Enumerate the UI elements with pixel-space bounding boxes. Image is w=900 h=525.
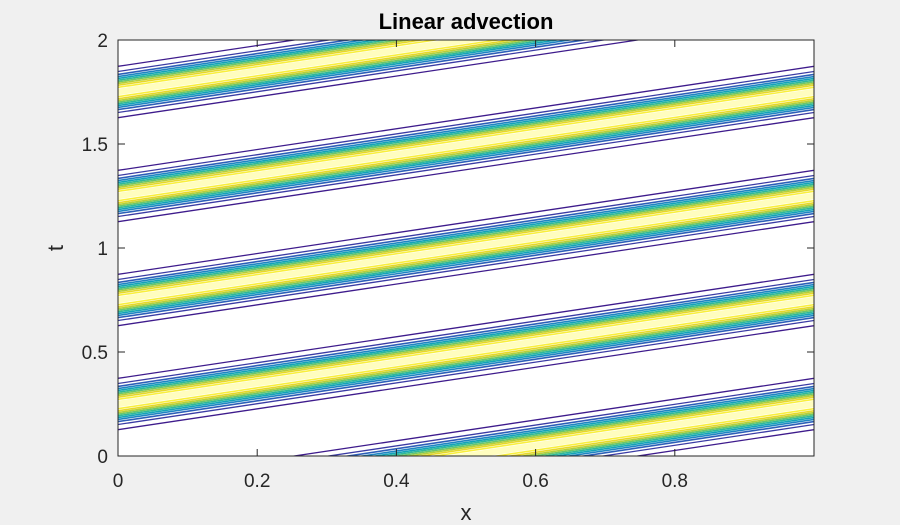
contour-band [804, 0, 900, 498]
contour-band [118, 70, 814, 218]
y-axis-label: t [43, 245, 68, 251]
contour-band [838, 0, 900, 498]
y-axis: 0 0.5 1 1.5 2 [82, 31, 814, 468]
contour-core [118, 192, 814, 304]
contour-band [118, 82, 814, 206]
contour-band [118, 75, 814, 213]
x-tick-label: 0.6 [522, 471, 548, 492]
y-tick-label: 1.5 [82, 135, 108, 156]
contour-band [827, 0, 900, 498]
y-tick-label: 2 [97, 31, 108, 52]
chart-title: Linear advection [379, 9, 554, 34]
contour-core [118, 296, 814, 408]
contour-core [118, 40, 488, 96]
contour-core [118, 88, 814, 200]
x-axis: 0 0.2 0.4 0.6 0.8 [113, 40, 688, 492]
contour-band [118, 77, 814, 211]
x-tick-label: 0.8 [662, 471, 688, 492]
contour-core [862, 0, 900, 498]
contour-band [118, 81, 814, 207]
contour-band [118, 65, 814, 223]
x-axis-label: x [461, 500, 472, 525]
contour-band [815, 0, 900, 498]
contour-core [444, 400, 814, 456]
contour-band [853, 0, 900, 498]
y-tick-label: 0.5 [82, 343, 108, 364]
x-tick-label: 0.4 [383, 471, 410, 492]
contour-band [118, 79, 814, 209]
contour-band [118, 84, 814, 204]
x-tick-label: 0.2 [244, 471, 270, 492]
y-tick-label: 0 [97, 447, 108, 468]
contour-bands [118, 0, 900, 498]
x-tick-label: 0 [113, 471, 124, 492]
contour-band [118, 86, 814, 202]
y-tick-label: 1 [97, 239, 108, 260]
contour-band [118, 73, 814, 215]
